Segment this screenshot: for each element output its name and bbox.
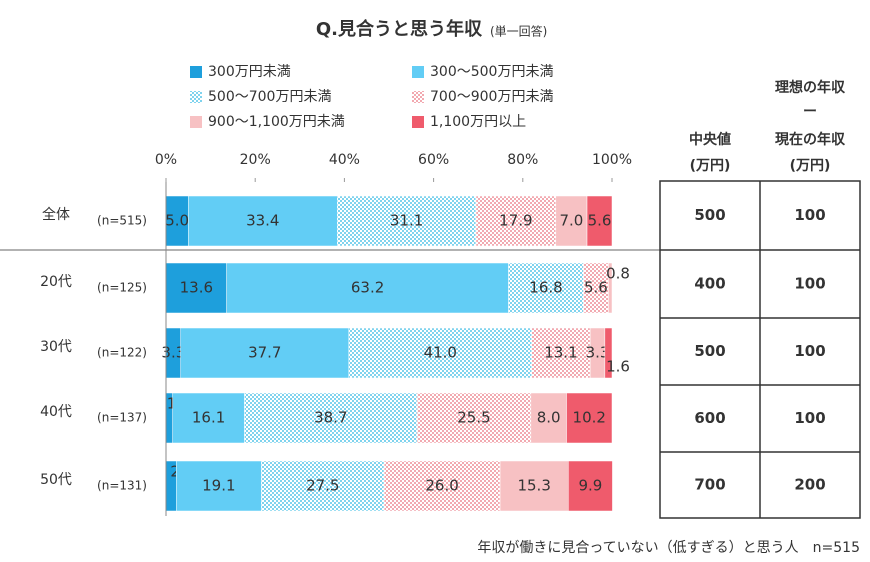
x-tick-label: 0% <box>155 152 177 168</box>
bar-segment <box>188 195 338 247</box>
data-label: 5.0 <box>165 212 189 230</box>
category-label: 30代 <box>40 339 72 355</box>
bar-segment <box>530 392 567 444</box>
sample-size: (n=515) <box>97 214 147 228</box>
table-cell: 100 <box>794 206 825 224</box>
data-label: 26.0 <box>425 477 458 495</box>
bar-segment <box>383 460 501 512</box>
bar-segment <box>172 392 245 444</box>
data-label: 27.5 <box>306 477 339 495</box>
table-header: ー <box>803 104 817 120</box>
table-cell: 400 <box>694 275 725 293</box>
bar-segment <box>261 460 385 512</box>
bar-segment <box>244 392 418 444</box>
data-label: 33.4 <box>246 212 279 230</box>
bar-segment <box>608 262 613 314</box>
data-label: 1.6 <box>606 358 630 376</box>
data-label: 3.3 <box>161 344 185 362</box>
data-label: 31.1 <box>390 212 423 230</box>
legend-swatch <box>190 66 202 78</box>
data-label: 13.6 <box>180 279 213 297</box>
table-header: 中央値 <box>689 131 731 148</box>
sample-size: (n=137) <box>97 411 147 425</box>
sample-size: (n=125) <box>97 281 147 295</box>
data-label: 17.9 <box>499 212 532 230</box>
x-tick-label: 80% <box>507 152 538 168</box>
legend-label: 300万円未満 <box>208 64 291 80</box>
legend-swatch <box>190 116 202 128</box>
bar-segment <box>176 460 262 512</box>
table-header: 現在の年収 <box>775 131 846 148</box>
legend-label: 500〜700万円未満 <box>208 89 331 105</box>
bar-segment <box>180 327 350 379</box>
data-label: 37.7 <box>248 344 281 362</box>
table-cell: 100 <box>794 409 825 427</box>
data-label: 15.3 <box>517 477 550 495</box>
data-label: 8.0 <box>537 409 561 427</box>
table-cell: 700 <box>694 476 725 494</box>
chart-title: Q.見合うと思う年収 <box>316 18 483 40</box>
bar-segment <box>508 262 584 314</box>
bar-segment <box>226 262 509 314</box>
bar-segment <box>568 460 613 512</box>
bar-segment <box>531 327 591 379</box>
table-header: (万円) <box>690 158 731 174</box>
data-label: 63.2 <box>351 279 384 297</box>
bar-segment <box>583 262 609 314</box>
bar-segment <box>475 195 557 247</box>
bar-segment <box>165 262 227 314</box>
x-tick-label: 40% <box>329 152 360 168</box>
legend-label: 700〜900万円未満 <box>430 89 553 105</box>
legend-swatch <box>412 91 424 103</box>
legend-label: 300〜500万円未満 <box>430 64 553 80</box>
sample-size: (n=122) <box>97 346 147 360</box>
table-cell: 500 <box>694 342 725 360</box>
category-label: 全体 <box>42 206 70 223</box>
category-label: 20代 <box>40 274 72 290</box>
table-header: (万円) <box>790 158 831 174</box>
table-cell: 100 <box>794 342 825 360</box>
table-cell: 100 <box>794 275 825 293</box>
x-tick-label: 100% <box>592 152 632 168</box>
data-label: 5.6 <box>588 212 612 230</box>
data-label: 9.9 <box>578 477 602 495</box>
table-header: 理想の年収 <box>775 79 846 96</box>
data-label: 25.5 <box>457 409 490 427</box>
bar-segment <box>586 195 613 247</box>
x-tick-label: 60% <box>418 152 449 168</box>
bar-segment <box>555 195 588 247</box>
data-label: 3.3 <box>586 344 610 362</box>
bar-segment <box>416 392 532 444</box>
data-label: 19.1 <box>202 477 235 495</box>
bar-segment <box>566 392 613 444</box>
sample-size: (n=131) <box>97 479 147 493</box>
data-label: 7.0 <box>559 212 583 230</box>
data-label: 16.1 <box>192 409 225 427</box>
legend-swatch <box>190 91 202 103</box>
legend-swatch <box>412 116 424 128</box>
bar-segment <box>348 327 532 379</box>
data-label: 10.2 <box>573 409 606 427</box>
data-label: 5.6 <box>584 279 608 297</box>
legend-swatch <box>412 66 424 78</box>
table-cell: 200 <box>794 476 825 494</box>
bar-segment <box>604 327 613 379</box>
data-label: 38.7 <box>314 409 347 427</box>
chart-subtitle: (単一回答) <box>490 24 547 39</box>
category-label: 50代 <box>40 472 72 488</box>
table-cell: 600 <box>694 409 725 427</box>
bar-segment <box>337 195 477 247</box>
category-label: 40代 <box>40 404 72 420</box>
data-label: 13.1 <box>544 344 577 362</box>
x-tick-label: 20% <box>240 152 271 168</box>
data-label: 16.8 <box>529 279 562 297</box>
legend-label: 1,100万円以上 <box>430 114 526 130</box>
table-cell: 500 <box>694 206 725 224</box>
data-label: 0.8 <box>606 265 630 283</box>
legend-label: 900〜1,100万円未満 <box>208 114 345 130</box>
note: 年収が働きに見合っていない（低すぎる）と思う人 n=515 <box>477 540 860 556</box>
data-label: 41.0 <box>424 344 457 362</box>
